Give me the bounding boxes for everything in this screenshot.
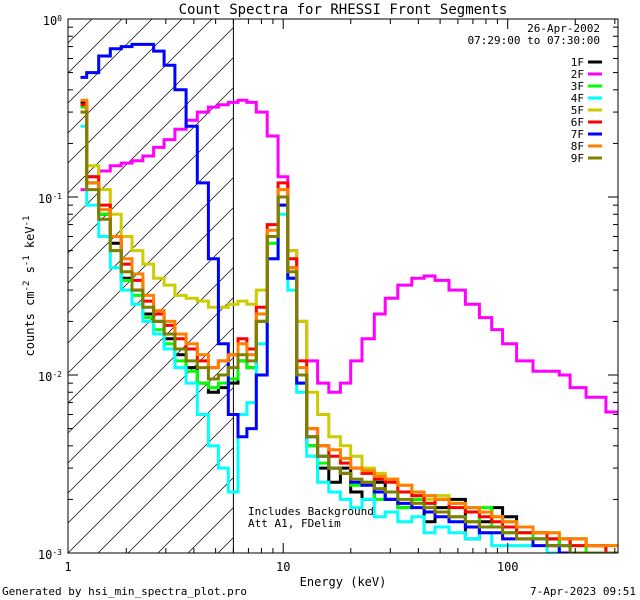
- timestamp-footer: 7-Apr-2023 09:51: [530, 585, 636, 598]
- hatch-line: [68, 147, 234, 314]
- annotation-attenuator: Att A1, FDelim: [248, 517, 341, 530]
- legend-label-6f: 6F: [571, 116, 584, 129]
- y-tick-label: 10-1: [38, 192, 62, 207]
- plot-frame: [67, 18, 619, 554]
- y-axis-label: counts cm-2 s-1 keV-1: [22, 216, 37, 357]
- legend-label-9f: 9F: [571, 152, 584, 165]
- x-tick-label: 10: [276, 560, 290, 574]
- y-tick-label: 10-2: [38, 370, 62, 385]
- time-range-label: 07:29:00 to 07:30:00: [468, 34, 600, 47]
- date-label: 26-Apr-2002: [527, 22, 600, 35]
- series-line-2f: [80, 98, 618, 414]
- generator-footer: Generated by hsi_min_spectra_plot.pro: [2, 585, 247, 598]
- x-tick-label: 1: [64, 560, 71, 574]
- hatch-line: [68, 87, 234, 254]
- legend-label-4f: 4F: [571, 92, 584, 105]
- legend-label-7f: 7F: [571, 128, 584, 141]
- hatch-line: [68, 27, 234, 194]
- hatch-line: [68, 177, 234, 344]
- hatch-line: [68, 237, 234, 404]
- y-tick-label: 100: [43, 14, 62, 29]
- legend-label-5f: 5F: [571, 104, 584, 117]
- legend-label-3f: 3F: [571, 80, 584, 93]
- hatch-line: [97, 417, 234, 553]
- legend-label-1f: 1F: [571, 56, 584, 69]
- chart-title: Count Spectra for RHESSI Front Segments: [179, 2, 508, 18]
- hatch-line: [68, 19, 213, 164]
- hatch-line: [68, 207, 234, 374]
- legend-label-8f: 8F: [571, 140, 584, 153]
- x-axis-label: Energy (keV): [300, 575, 387, 589]
- legend-label-2f: 2F: [571, 68, 584, 81]
- hatch-line: [68, 57, 234, 224]
- annotation-background: Includes Background: [248, 505, 374, 518]
- hatch-line: [68, 357, 234, 524]
- hatch-line: [68, 387, 234, 553]
- x-tick-label: 100: [497, 560, 519, 574]
- y-tick-label: 10-3: [38, 548, 62, 563]
- hatch-line: [68, 19, 183, 134]
- series-line-9f: [80, 110, 618, 553]
- hatch-line: [68, 327, 234, 494]
